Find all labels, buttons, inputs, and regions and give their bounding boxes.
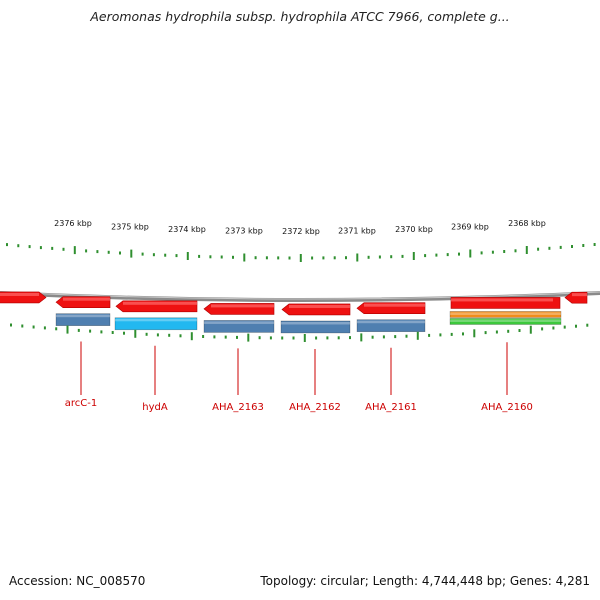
feature-bar-green-shine	[450, 319, 561, 322]
cds-bar-shine	[115, 318, 197, 322]
gene-label[interactable]: AHA_2161	[365, 402, 417, 413]
cds-bar[interactable]	[356, 319, 426, 333]
gene-arrow-shine	[289, 304, 350, 308]
outer-tick-ring	[6, 243, 596, 262]
feature-bar-orange[interactable]	[449, 311, 562, 318]
gene-arrow-shine	[451, 298, 553, 302]
gene-arrow-shine	[364, 303, 425, 307]
kbp-label: 2368 kbp	[508, 219, 546, 228]
feature-bar-green[interactable]	[449, 318, 562, 325]
cds-bar-shine	[281, 321, 350, 325]
gene-label-group: arcC-1 hydA AHA_2163 AHA_2162 AHA_2161 AHA_21…	[65, 341, 533, 413]
gene-arrow-shine	[63, 297, 110, 301]
forward-gene-track	[0, 291, 588, 316]
cds-bar[interactable]	[114, 317, 198, 331]
kbp-label: 2371 kbp	[338, 227, 376, 236]
gene-arrow-shine	[0, 292, 39, 296]
gene-label[interactable]: hydA	[142, 402, 168, 413]
kbp-label: 2372 kbp	[282, 227, 320, 236]
kbp-label: 2374 kbp	[168, 225, 206, 234]
kbp-label: 2375 kbp	[111, 223, 149, 232]
gene-arrow-shine	[123, 301, 197, 305]
genome-summary-text: Topology: circular; Length: 4,744,448 bp…	[260, 574, 590, 588]
cds-bar[interactable]	[55, 313, 111, 326]
feature-bar-orange-shine	[450, 312, 561, 315]
cds-bar[interactable]	[280, 320, 351, 334]
kbp-label: 2370 kbp	[395, 225, 433, 234]
genome-backbone-highlight	[0, 291, 600, 300]
cds-bar-shine	[56, 314, 110, 318]
cds-bar-shine	[204, 321, 274, 324]
genome-title: Aeromonas hydrophila subsp. hydrophila A…	[90, 9, 510, 24]
gene-label[interactable]: AHA_2163	[212, 402, 264, 413]
inner-tick-ring	[10, 323, 589, 342]
kbp-scale-labels: 2376 kbp 2375 kbp 2374 kbp 2373 kbp 2372 kbp…	[54, 219, 546, 236]
kbp-label: 2376 kbp	[54, 219, 92, 228]
gene-label[interactable]: AHA_2160	[481, 402, 533, 413]
genome-backbone	[0, 291, 600, 302]
accession-text: Accession: NC_008570	[9, 574, 146, 588]
gene-arrow-shine	[572, 293, 587, 297]
kbp-label: 2373 kbp	[225, 227, 263, 236]
gene-label[interactable]: AHA_2162	[289, 402, 341, 413]
gene-label[interactable]: arcC-1	[65, 398, 97, 409]
cds-bar[interactable]	[203, 320, 275, 333]
cds-bar-shine	[357, 320, 425, 324]
kbp-label: 2369 kbp	[451, 223, 489, 232]
cds-track	[55, 311, 562, 334]
gene-arrow-shine	[211, 304, 274, 308]
